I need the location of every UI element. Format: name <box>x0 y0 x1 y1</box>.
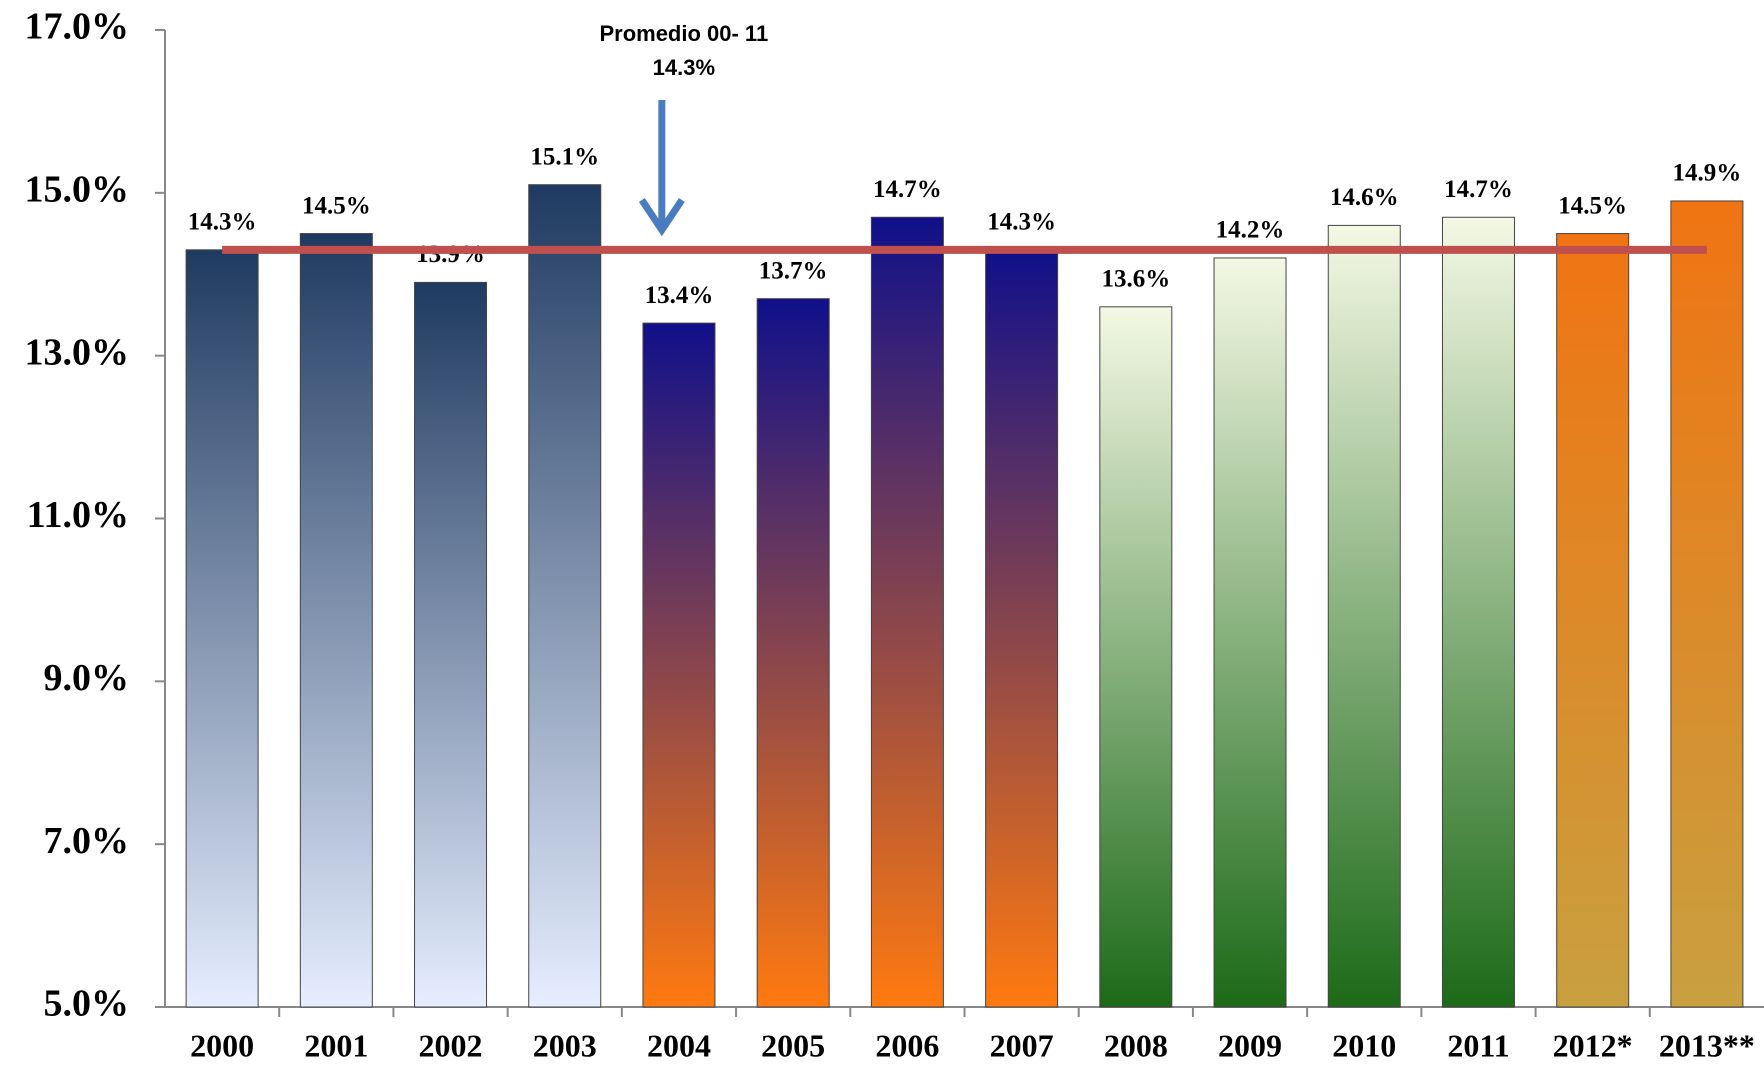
x-tick-label: 2004 <box>647 1027 711 1063</box>
y-tick-label: 7.0% <box>44 820 130 862</box>
bar <box>1099 306 1173 1008</box>
y-tick-label: 5.0% <box>44 983 130 1025</box>
y-tick-label: 15.0% <box>25 169 130 211</box>
x-tick-label: 2012* <box>1553 1027 1633 1063</box>
bar <box>1441 216 1515 1008</box>
bar <box>1556 233 1630 1008</box>
bar <box>185 249 259 1008</box>
value-label: 13.6% <box>1101 266 1170 293</box>
value-label: 14.2% <box>1216 217 1285 244</box>
y-tick-label: 13.0% <box>25 331 130 373</box>
x-tick-label: 2000 <box>190 1027 254 1063</box>
x-tick-label: 2002 <box>419 1027 483 1063</box>
bar <box>756 298 830 1008</box>
value-label: 15.1% <box>530 143 599 170</box>
y-tick-label: 11.0% <box>27 494 129 536</box>
x-tick-label: 2009 <box>1218 1027 1282 1063</box>
value-label: 13.4% <box>645 282 714 309</box>
x-tick-label: 2001 <box>304 1027 368 1063</box>
bar <box>1213 257 1287 1008</box>
value-label: 13.7% <box>759 257 828 284</box>
value-label: 14.7% <box>1444 176 1513 203</box>
value-label: 13.9% <box>416 241 485 268</box>
bar <box>299 233 373 1008</box>
bar <box>870 216 944 1008</box>
bar <box>1670 200 1744 1008</box>
x-tick-label: 2005 <box>761 1027 825 1063</box>
bar <box>985 249 1059 1008</box>
annotation-value: 14.3% <box>653 55 715 80</box>
y-tick-label: 9.0% <box>44 657 130 699</box>
arrow-head <box>638 198 685 237</box>
x-tick-label: 2010 <box>1332 1027 1396 1063</box>
value-label: 14.3% <box>987 209 1056 236</box>
value-label: 14.5% <box>1558 192 1627 219</box>
annotation-title: Promedio 00- 11 <box>599 21 768 46</box>
value-label: 14.9% <box>1673 160 1742 187</box>
value-label: 14.5% <box>302 192 371 219</box>
x-tick-label: 2011 <box>1447 1027 1509 1063</box>
value-label: 14.7% <box>873 176 942 203</box>
x-tick-label: 2007 <box>990 1027 1054 1063</box>
y-tick-label: 17.0% <box>25 6 130 48</box>
x-tick-label: 2006 <box>875 1027 939 1063</box>
value-label: 14.6% <box>1330 184 1399 211</box>
bar <box>414 281 488 1008</box>
x-tick-label: 2013** <box>1659 1027 1755 1063</box>
x-tick-label: 2003 <box>533 1027 597 1063</box>
bar <box>1327 224 1401 1008</box>
bar <box>642 322 716 1008</box>
value-label: 14.3% <box>188 209 257 236</box>
x-tick-label: 2008 <box>1104 1027 1168 1063</box>
bar <box>528 184 602 1008</box>
